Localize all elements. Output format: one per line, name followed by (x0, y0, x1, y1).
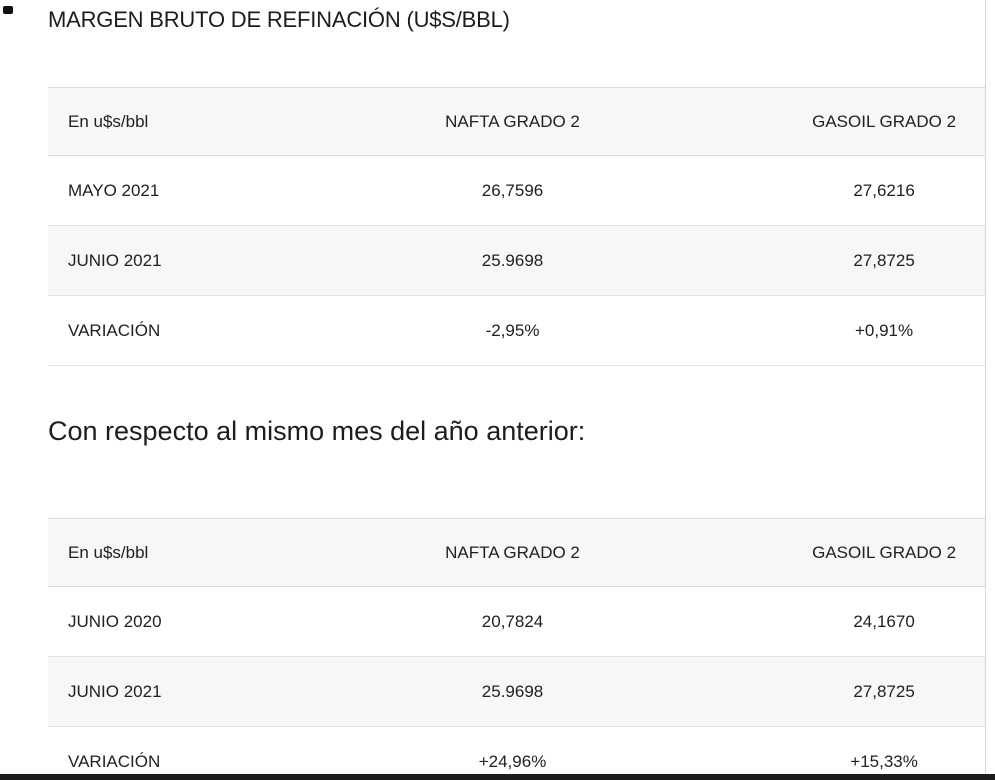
row-label: JUNIO 2021 (68, 681, 162, 701)
column-header-unit: En u$s/bbl (68, 542, 149, 562)
table-row: MAYO 2021 26,7596 27,6216 (48, 155, 985, 226)
refining-margin-yearly-table: En u$s/bbl NAFTA GRADO 2 GASOIL GRADO 2 … (48, 518, 985, 780)
row-label: JUNIO 2021 (68, 250, 162, 270)
row-label: MAYO 2021 (68, 180, 160, 200)
nafta-value: 20,7824 (481, 611, 544, 631)
nafta-value: 25.9698 (481, 250, 544, 270)
section-subtitle: Con respecto al mismo mes del año anteri… (48, 416, 586, 446)
table-row: VARIACIÓN +24,96% +15,33% (48, 726, 985, 780)
corner-artifact (3, 6, 13, 14)
table-header-row: En u$s/bbl NAFTA GRADO 2 GASOIL GRADO 2 (48, 87, 985, 156)
page-title: MARGEN BRUTO DE REFINACIÓN (U$S/BBL) (48, 7, 510, 32)
gasoil-value: +0,91% (855, 320, 914, 340)
column-header-nafta: NAFTA GRADO 2 (445, 111, 580, 131)
nafta-value: -2,95% (485, 320, 540, 340)
gasoil-value: 27,8725 (853, 250, 915, 270)
column-header-unit: En u$s/bbl (68, 111, 149, 131)
nafta-value: 25.9698 (481, 681, 544, 701)
column-header-gasoil: GASOIL GRADO 2 (812, 542, 957, 562)
row-label: VARIACIÓN (68, 320, 161, 340)
column-header-nafta: NAFTA GRADO 2 (445, 542, 580, 562)
refining-margin-monthly-table: En u$s/bbl NAFTA GRADO 2 GASOIL GRADO 2 … (48, 87, 985, 366)
nafta-value: 26,7596 (481, 180, 544, 200)
table-header-row: En u$s/bbl NAFTA GRADO 2 GASOIL GRADO 2 (48, 518, 985, 587)
nafta-value: +24,96% (478, 751, 547, 771)
gasoil-value: 27,6216 (853, 180, 915, 200)
gasoil-value: +15,33% (850, 751, 918, 771)
gasoil-value: 24,1670 (853, 611, 915, 631)
gasoil-value: 27,8725 (853, 681, 915, 701)
table-row: JUNIO 2020 20,7824 24,1670 (48, 586, 985, 657)
table-row: JUNIO 2021 25.9698 27,8725 (48, 225, 985, 296)
page-right-border (985, 0, 986, 780)
table-row: VARIACIÓN -2,95% +0,91% (48, 295, 985, 366)
column-header-gasoil: GASOIL GRADO 2 (812, 111, 957, 131)
row-label: JUNIO 2020 (68, 611, 162, 631)
table-row: JUNIO 2021 25.9698 27,8725 (48, 656, 985, 727)
row-label: VARIACIÓN (68, 751, 161, 771)
bottom-edge-bar (0, 774, 995, 780)
